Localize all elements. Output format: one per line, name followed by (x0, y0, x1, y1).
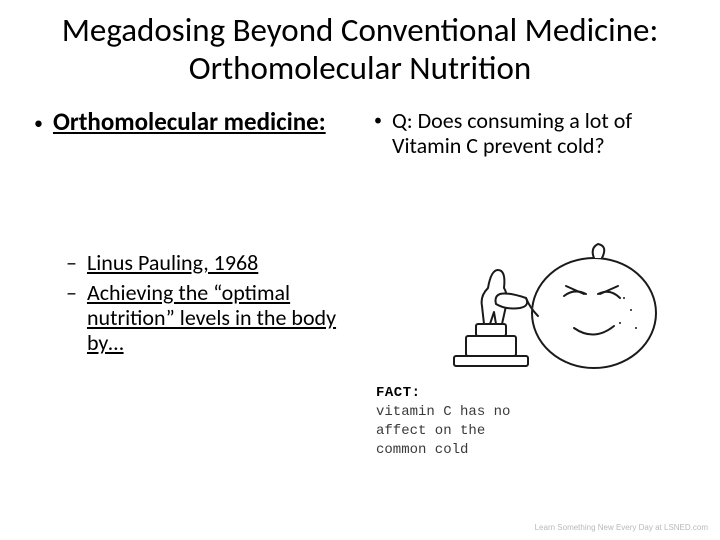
right-question-bullet: • Q: Does consuming a lot of Vitamin C p… (370, 108, 690, 159)
sub-item-2-text: Achieving the “optimal nutrition” levels… (87, 280, 350, 356)
sub-item-2: – Achieving the “optimal nutrition” leve… (66, 280, 350, 356)
bullet-dot-icon: • (34, 108, 43, 138)
bullet-dash-icon: – (66, 250, 77, 276)
fact-caption: FACT: vitamin C has no affect on the com… (376, 384, 690, 460)
cartoon-illustration (376, 228, 676, 378)
content-columns: • Orthomolecular medicine: – Linus Pauli… (30, 108, 690, 460)
left-sublist: – Linus Pauling, 1968 – Achieving the “o… (66, 250, 350, 356)
right-question-text: Q: Does consuming a lot of Vitamin C pre… (392, 108, 690, 159)
fact-line-1: vitamin C has no (376, 403, 690, 422)
orange-cartoon-icon (376, 228, 676, 378)
bullet-dot-icon: • (374, 108, 382, 134)
slide: Megadosing Beyond Conventional Medicine:… (0, 0, 720, 540)
left-column: • Orthomolecular medicine: – Linus Pauli… (30, 108, 350, 460)
left-heading-bullet: • Orthomolecular medicine: (30, 108, 350, 138)
fact-label: FACT: (376, 384, 690, 403)
fact-line-3: common cold (376, 441, 690, 460)
bullet-dash-icon: – (66, 280, 77, 306)
right-column: • Q: Does consuming a lot of Vitamin C p… (370, 108, 690, 460)
sub-item-1-text: Linus Pauling, 1968 (87, 250, 258, 275)
left-heading-text: Orthomolecular medicine: (53, 108, 326, 137)
slide-title: Megadosing Beyond Conventional Medicine:… (30, 12, 690, 88)
attribution-text: Learn Something New Every Day at LSNED.c… (535, 523, 708, 532)
sub-item-1: – Linus Pauling, 1968 (66, 250, 350, 276)
fact-line-2: affect on the (376, 422, 690, 441)
